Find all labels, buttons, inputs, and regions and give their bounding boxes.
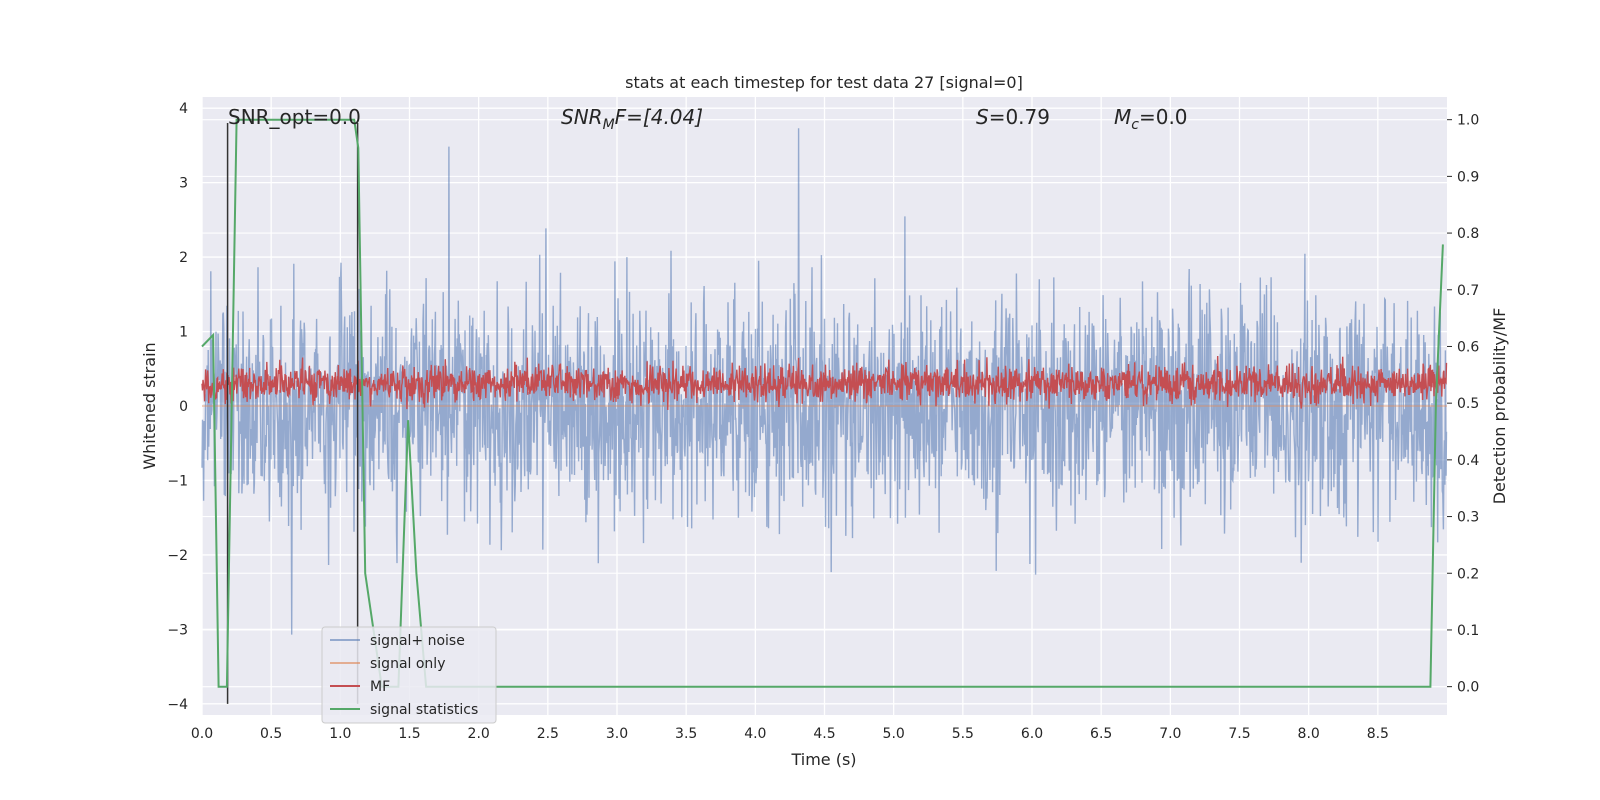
x-axis-label: Time (s) (790, 750, 856, 769)
mc-rest: =0.0 (1139, 105, 1188, 129)
y-tick-label: 2 (179, 250, 188, 266)
snr-mf-rest: F=[4.04] (615, 105, 703, 129)
x-tick-label: 8.0 (1298, 726, 1320, 742)
y2-tick-label: 1.0 (1457, 113, 1479, 129)
y-tick-label: −2 (167, 548, 188, 564)
s-rest: =0.79 (989, 105, 1050, 129)
y2-tick-label: 0.9 (1457, 169, 1479, 185)
x-tick-label: 0.5 (260, 726, 282, 742)
x-tick-label: 2.5 (537, 726, 559, 742)
series-signal-noise (201, 128, 1448, 635)
y-tick-label: −4 (167, 697, 188, 713)
snr-mf-annotation: SNRMF=[4.04] (561, 105, 703, 133)
snr-mf-main: SNR (561, 105, 603, 129)
y2-tick-label: 0.6 (1457, 339, 1479, 355)
y2-tick-label: 0.4 (1457, 453, 1479, 469)
snr-opt-annotation: SNR_opt=0.0 (228, 105, 361, 129)
y-tick-label: 4 (179, 101, 188, 117)
y-tick-label: 3 (179, 176, 188, 192)
y2-tick-label: 0.2 (1457, 566, 1479, 582)
y2-tick-label: 0.5 (1457, 396, 1479, 412)
x-tick-label: 2.0 (468, 726, 490, 742)
s-var: S (976, 105, 989, 129)
chart-title: stats at each timestep for test data 27 … (625, 73, 1023, 92)
legend-label-signal-noise: signal+ noise (370, 633, 465, 649)
x-tick-label: 6.5 (1090, 726, 1112, 742)
y2-tick-label: 0.7 (1457, 283, 1479, 299)
x-tick-label: 0.0 (191, 726, 213, 742)
x-tick-label: 6.0 (1021, 726, 1043, 742)
axes-layer: 0.0 0.5 1.0 1.5 2.0 2.5 3.0 3.5 4.0 4.5 5.0 5.5 6.0 6… (167, 101, 1479, 742)
x-tick-label: 3.5 (675, 726, 697, 742)
y-tick-label: 1 (179, 325, 188, 341)
x-tick-label: 1.5 (398, 726, 420, 742)
x-tick-label: 3.0 (606, 726, 628, 742)
x-tick-label: 7.0 (1159, 726, 1181, 742)
y2-axis-label: Detection probability/MF (1490, 308, 1509, 505)
legend-box (321, 626, 497, 724)
y2-tick-label: 0.1 (1457, 623, 1479, 639)
y-axis-label: Whitened strain (140, 342, 159, 469)
x-tick-label: 5.0 (883, 726, 905, 742)
legend-label-mf: MF (370, 679, 390, 695)
y-tick-label: 0 (179, 399, 188, 415)
mc-main: M (1114, 105, 1131, 129)
x-tick-label: 4.5 (813, 726, 835, 742)
y2-tick-label: 0.8 (1457, 226, 1479, 242)
x-tick-label: 4.0 (744, 726, 766, 742)
s-annotation: S=0.79 (976, 105, 1050, 129)
y2-tick-label: 0.3 (1457, 510, 1479, 526)
legend-label-signal-statistics: signal statistics (370, 702, 478, 718)
mc-annotation: Mc=0.0 (1114, 105, 1188, 133)
x-tick-label: 5.5 (952, 726, 974, 742)
series-mf (201, 355, 1448, 411)
y-tick-label: −3 (167, 622, 188, 638)
y-tick-label: −1 (167, 473, 188, 489)
x-tick-label: 8.5 (1367, 726, 1389, 742)
mc-sub: c (1131, 117, 1139, 133)
legend-label-signal-only: signal only (370, 656, 445, 672)
y2-tick-label: 0.0 (1457, 680, 1479, 696)
x-tick-label: 1.0 (329, 726, 351, 742)
x-tick-label: 7.5 (1228, 726, 1250, 742)
snr-mf-sub: M (603, 117, 615, 133)
legend: signal+ noise signal only MF signal stat… (321, 626, 497, 724)
